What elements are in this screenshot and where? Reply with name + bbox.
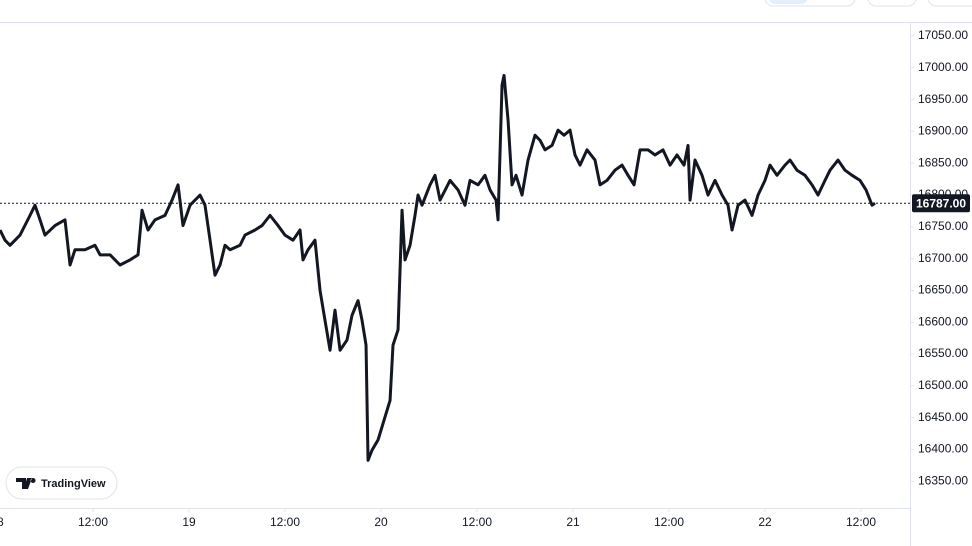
- last-price-box: [912, 194, 970, 213]
- x-tick-label: 12:00: [462, 515, 492, 529]
- y-tick-label: 16550.00: [918, 346, 968, 360]
- watermark-text: TradingView: [41, 478, 106, 490]
- plot-area: [0, 73, 910, 462]
- y-tick-label: 16350.00: [918, 473, 968, 487]
- y-tick-label: 16450.00: [918, 410, 968, 424]
- toolbar-button[interactable]: [927, 0, 972, 7]
- x-tick-label: 18: [0, 515, 4, 529]
- watermark-icon: [16, 478, 36, 489]
- y-tick-label: 17000.00: [918, 60, 968, 74]
- y-tick-label: 16500.00: [918, 378, 968, 392]
- x-tick-label: 12:00: [654, 515, 684, 529]
- y-tick-label: 17050.00: [918, 28, 968, 42]
- x-tick-label: 12:00: [846, 515, 876, 529]
- price-line: [0, 73, 876, 462]
- toolbar-button-active[interactable]: [768, 0, 808, 4]
- y-tick-label: 16700.00: [918, 251, 968, 265]
- x-tick-label: 19: [182, 515, 196, 529]
- y-tick-label: 16650.00: [918, 283, 968, 297]
- y-tick-label: 16400.00: [918, 442, 968, 456]
- toolbar-button[interactable]: [867, 0, 917, 7]
- price-tag: 16787.00: [912, 194, 970, 213]
- x-tick-label: 22: [758, 515, 772, 529]
- y-tick-label: 16900.00: [918, 124, 968, 138]
- y-tick-label: 16750.00: [918, 219, 968, 233]
- watermark-pill: [5, 466, 118, 500]
- y-tick-label: 16850.00: [918, 155, 968, 169]
- x-tick-label: 21: [566, 515, 580, 529]
- watermark: TradingView: [5, 466, 118, 500]
- x-tick-label: 12:00: [270, 515, 300, 529]
- last-price-label: 16787.00: [916, 196, 966, 210]
- x-tick-label: 12:00: [78, 515, 108, 529]
- y-tick-label: 16950.00: [918, 92, 968, 106]
- y-axis: 16350.00 16400.00 16450.00 16500.00 16550.00…: [910, 28, 968, 487]
- y-tick-label: 16600.00: [918, 314, 968, 328]
- x-tick-label: 20: [374, 515, 388, 529]
- x-axis: 18 12:00 19 12:00 20 12:00 21 12:00 22 12:00: [0, 508, 876, 529]
